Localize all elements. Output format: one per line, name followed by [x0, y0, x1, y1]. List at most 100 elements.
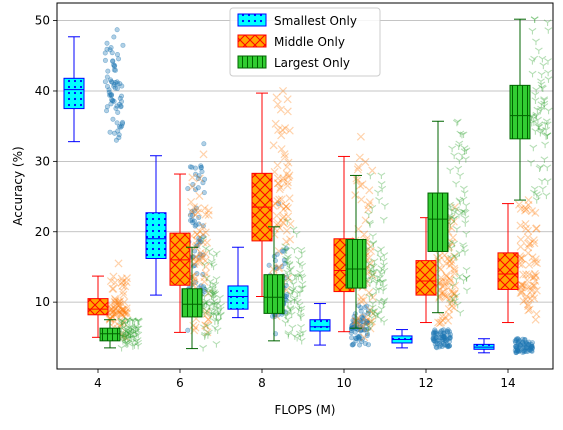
scatter-point — [213, 300, 221, 308]
scatter-point — [452, 226, 461, 233]
scatter-point — [374, 248, 382, 256]
scatter-point — [357, 297, 366, 306]
scatter-point — [216, 311, 225, 319]
scatter-point — [380, 262, 388, 270]
scatter-point — [275, 185, 284, 194]
scatter-point — [526, 294, 535, 303]
scatter-point — [129, 326, 138, 334]
scatter-point — [203, 328, 212, 337]
scatter-point — [204, 288, 213, 296]
scatter-point — [442, 292, 451, 301]
scatter-point — [118, 320, 127, 328]
scatter-point — [102, 50, 108, 56]
scatter-point — [118, 277, 128, 286]
scatter-point — [544, 76, 553, 83]
scatter-point — [450, 203, 459, 212]
scatter-point — [118, 104, 124, 110]
scatter-point — [298, 262, 307, 270]
legend-entry: Largest Only — [237, 55, 350, 70]
scatter-point — [369, 268, 378, 276]
box-middle-only-4 — [87, 275, 109, 338]
scatter-point — [119, 290, 128, 299]
box-outline — [169, 232, 191, 286]
scatter-point — [116, 297, 125, 306]
scatter-point — [526, 239, 535, 248]
scatter-point — [379, 279, 388, 286]
scatter-point — [119, 306, 128, 315]
scatter-point — [205, 247, 214, 255]
scatter-point — [107, 304, 116, 314]
scatter-point — [538, 185, 547, 193]
y-axis-title: Accuracy (%) — [11, 146, 25, 225]
scatter-point — [193, 204, 202, 213]
scatter-point — [531, 315, 540, 324]
scatter-point — [210, 307, 219, 314]
scatter-point — [522, 270, 531, 279]
scatter-point — [462, 230, 471, 238]
scatter-point — [120, 334, 129, 342]
scatter-point — [361, 327, 367, 333]
scatter-point — [204, 210, 213, 220]
scatter-point — [436, 340, 442, 346]
plot-frame — [56, 2, 554, 370]
scatter-point — [531, 91, 540, 99]
scatter-point — [126, 331, 135, 339]
scatter-point — [283, 256, 292, 264]
scatter-point — [450, 252, 459, 261]
scatter-point — [114, 120, 120, 126]
scatter-point — [369, 240, 377, 248]
scatter-point — [189, 203, 199, 212]
scatter-point — [377, 181, 386, 188]
scatter-point — [201, 245, 210, 253]
scatter-point — [294, 256, 303, 263]
scatter-point — [435, 292, 444, 301]
scatter-point — [377, 172, 386, 180]
x-tick-label: 6 — [176, 376, 184, 390]
scatter-point — [530, 185, 539, 193]
scatter-point — [193, 279, 199, 285]
y-tick-label: 50 — [35, 14, 50, 28]
scatter-point — [516, 288, 525, 297]
scatter-point — [532, 111, 541, 119]
scatter-point — [128, 317, 137, 324]
scatter-point — [278, 125, 287, 135]
scatter-point — [435, 278, 444, 287]
scatter-point — [132, 328, 141, 336]
scatter-point — [361, 157, 370, 166]
scatter-point — [542, 133, 550, 140]
scatter-point — [529, 281, 538, 290]
scatter-point — [276, 201, 282, 207]
scatter-point — [463, 287, 471, 294]
scatter-point — [513, 343, 519, 349]
scatter-point — [461, 215, 470, 222]
scatter-point — [117, 322, 126, 329]
scatter-point — [132, 330, 141, 338]
scatter-point — [526, 339, 532, 345]
scatter-point — [457, 209, 466, 217]
scatter-point — [104, 84, 110, 90]
scatter-point — [191, 210, 200, 219]
scatter-point — [107, 305, 116, 314]
scatter-point — [211, 290, 220, 298]
scatter-point — [367, 276, 376, 284]
scatter-point — [441, 330, 447, 336]
scatter-point — [349, 342, 355, 348]
scatter-point — [282, 170, 291, 179]
scatter-point — [450, 216, 458, 223]
box-largest-only-8 — [263, 226, 285, 342]
x-tick-label: 8 — [258, 376, 266, 390]
scatter-point — [536, 164, 545, 171]
scatter-point — [298, 274, 307, 282]
scatter-point — [293, 298, 302, 306]
y-tick-label: 20 — [35, 225, 50, 239]
scatter-point — [213, 305, 222, 312]
scatter-point — [369, 240, 378, 247]
scatter-point — [117, 278, 126, 287]
scatter-point — [111, 298, 120, 307]
scatter-point — [297, 305, 306, 313]
scatter-point — [521, 295, 530, 304]
scatter-point — [368, 263, 376, 270]
scatter-point — [197, 251, 203, 257]
box-outline — [509, 84, 531, 140]
scatter-point — [435, 293, 444, 302]
